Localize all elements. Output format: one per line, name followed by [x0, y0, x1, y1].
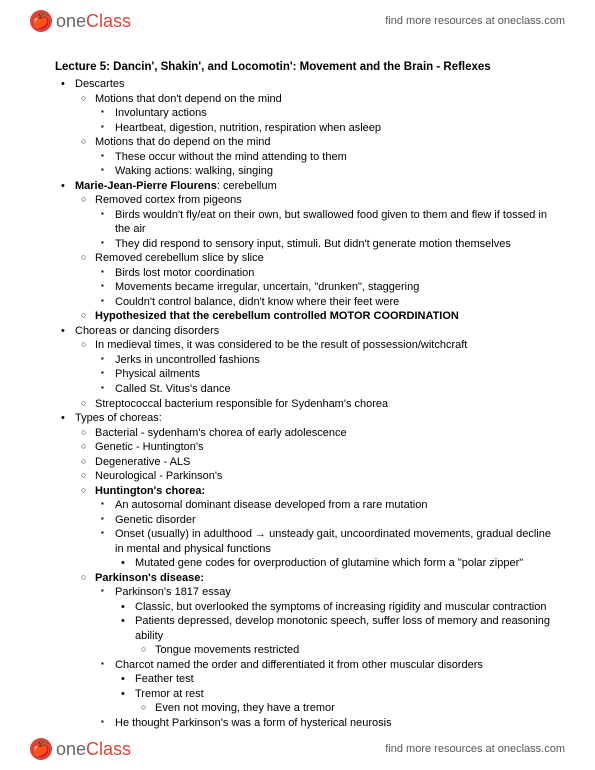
- footer-link[interactable]: find more resources at oneclass.com: [385, 743, 565, 755]
- bullet: Streptococcal bacterium responsible for …: [75, 397, 555, 412]
- bullet: Waking actions: walking, singing: [95, 164, 555, 179]
- bullet: These occur without the mind attending t…: [95, 150, 555, 165]
- header: 🍎 oneClass find more resources at onecla…: [0, 0, 595, 42]
- brand-text-one: one: [56, 11, 86, 31]
- bullet: Neurological - Parkinson's: [75, 469, 555, 484]
- bullet: Marie-Jean-Pierre Flourens: cerebellum R…: [55, 179, 555, 324]
- bullet: Descartes Motions that don't depend on t…: [55, 77, 555, 179]
- bullet: Motions that do depend on the mind These…: [75, 135, 555, 179]
- bullet: Feather test: [115, 672, 555, 687]
- bullet: Mutated gene codes for overproduction of…: [115, 556, 555, 571]
- header-link[interactable]: find more resources at oneclass.com: [385, 15, 565, 27]
- bullet: Tremor at rest Even not moving, they hav…: [115, 687, 555, 716]
- lecture-title: Lecture 5: Dancin', Shakin', and Locomot…: [55, 60, 555, 75]
- bullet: Motions that don't depend on the mind In…: [75, 92, 555, 136]
- brand-text-class: Class: [86, 11, 131, 31]
- bullet: In medieval times, it was considered to …: [75, 338, 555, 396]
- bullet: An autosomal dominant disease developed …: [95, 498, 555, 513]
- bullet: Degenerative - ALS: [75, 455, 555, 470]
- bullet: Even not moving, they have a tremor: [135, 701, 555, 716]
- bullet: Birds wouldn't fly/eat on their own, but…: [95, 208, 555, 237]
- apple-icon: 🍎: [30, 738, 52, 760]
- document-body: Lecture 5: Dancin', Shakin', and Locomot…: [55, 60, 555, 730]
- bullet: Charcot named the order and differentiat…: [95, 658, 555, 716]
- bullet: Genetic disorder: [95, 513, 555, 528]
- bullet: Heartbeat, digestion, nutrition, respira…: [95, 121, 555, 136]
- bullet: Bacterial - sydenham's chorea of early a…: [75, 426, 555, 441]
- bullet: Birds lost motor coordination: [95, 266, 555, 281]
- bullet: Classic, but overlooked the symptoms of …: [115, 600, 555, 615]
- bullet: Onset (usually) in adulthood → unsteady …: [95, 527, 555, 571]
- bullet: Types of choreas: Bacterial - sydenham's…: [55, 411, 555, 730]
- bullet: Parkinson's 1817 essay Classic, but over…: [95, 585, 555, 658]
- brand-logo-footer: 🍎 oneClass: [30, 738, 131, 760]
- bullet: Tongue movements restricted: [135, 643, 555, 658]
- bullet: Involuntary actions: [95, 106, 555, 121]
- bullet: Choreas or dancing disorders In medieval…: [55, 324, 555, 411]
- bullet: Parkinson's disease: Parkinson's 1817 es…: [75, 571, 555, 731]
- bullet: Physical ailments: [95, 367, 555, 382]
- bullet: Removed cerebellum slice by slice Birds …: [75, 251, 555, 309]
- bullet: Removed cortex from pigeons Birds wouldn…: [75, 193, 555, 251]
- bullet: They did respond to sensory input, stimu…: [95, 237, 555, 252]
- brand-text-one: one: [56, 739, 86, 759]
- bullet: Called St. Vitus's dance: [95, 382, 555, 397]
- brand-logo: 🍎 oneClass: [30, 10, 131, 32]
- apple-icon: 🍎: [30, 10, 52, 32]
- footer: 🍎 oneClass find more resources at onecla…: [0, 728, 595, 770]
- bullet: Huntington's chorea: An autosomal domina…: [75, 484, 555, 571]
- bullet: Couldn't control balance, didn't know wh…: [95, 295, 555, 310]
- bullet: Movements became irregular, uncertain, "…: [95, 280, 555, 295]
- brand-text-class: Class: [86, 739, 131, 759]
- bullet: Hypothesized that the cerebellum control…: [75, 309, 555, 324]
- bullet: Patients depressed, develop monotonic sp…: [115, 614, 555, 658]
- bullet: Jerks in uncontrolled fashions: [95, 353, 555, 368]
- bullet: Genetic - Huntington's: [75, 440, 555, 455]
